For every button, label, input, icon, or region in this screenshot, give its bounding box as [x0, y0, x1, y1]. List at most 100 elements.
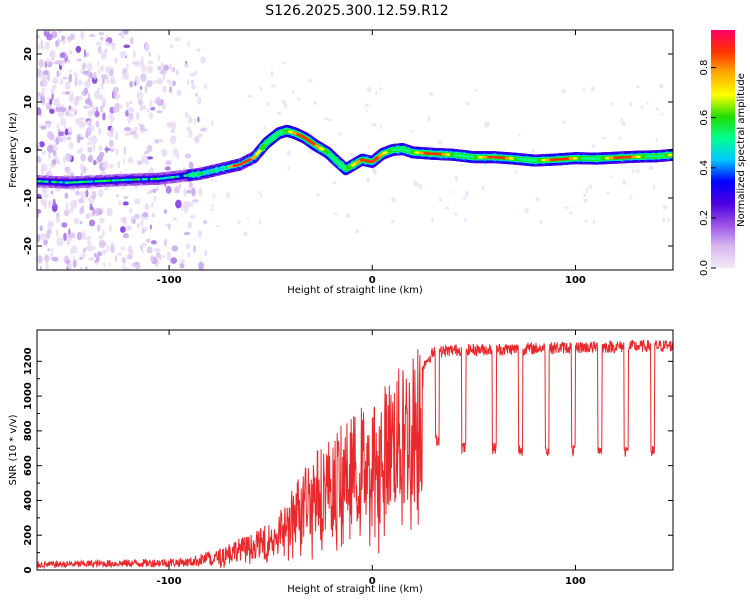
noise-blob	[190, 84, 196, 90]
noise-blob	[61, 222, 68, 228]
y-tick-label: 600	[23, 455, 34, 476]
noise-blob	[87, 155, 94, 163]
noise-blob	[183, 63, 189, 68]
noise-blob	[188, 129, 193, 139]
noise-blob	[44, 60, 47, 69]
noise-blob	[108, 262, 111, 267]
noise-blob	[52, 84, 57, 90]
noise-blob	[156, 251, 161, 259]
noise-blob	[159, 69, 167, 75]
noise-blob	[69, 207, 74, 214]
noise-blob	[189, 72, 196, 77]
noise-blob	[143, 150, 149, 155]
noise-blob	[160, 62, 165, 71]
noise-blob	[126, 63, 129, 71]
noise-blob	[41, 150, 47, 156]
ridge-segment	[176, 175, 180, 178]
noise-blob	[648, 165, 653, 170]
noise-blob	[140, 244, 143, 251]
noise-blob	[116, 194, 119, 198]
noise-blob	[112, 105, 120, 113]
noise-blob	[257, 190, 261, 193]
noise-blob	[629, 195, 632, 200]
ridge-segment	[80, 180, 85, 184]
ridge-segment	[94, 180, 98, 183]
noise-blob	[54, 97, 60, 104]
noise-blob	[148, 51, 151, 57]
noise-blob	[40, 39, 43, 49]
noise-blob	[391, 197, 396, 203]
noise-blob	[46, 57, 50, 67]
noise-blob	[191, 79, 194, 85]
noise-blob	[123, 158, 126, 164]
noise-blob	[175, 199, 182, 209]
ridge-segment	[45, 180, 49, 183]
noise-blob	[170, 257, 178, 264]
noise-blob	[67, 262, 73, 270]
noise-blob	[189, 179, 193, 188]
noise-blob	[132, 50, 136, 59]
noise-blob	[484, 121, 489, 128]
noise-blob	[120, 246, 126, 251]
noise-blob	[40, 125, 47, 130]
noise-blob	[154, 139, 160, 144]
noise-blob	[129, 100, 133, 105]
colorbar-fill	[711, 30, 735, 268]
noise-blob	[166, 122, 174, 128]
noise-blob	[96, 155, 103, 163]
noise-blob	[590, 86, 595, 92]
noise-blob	[68, 39, 71, 44]
noise-blob	[568, 211, 574, 215]
noise-blob	[85, 245, 90, 251]
noise-blob	[108, 113, 114, 120]
snr-frame	[36, 329, 674, 571]
noise-blob	[140, 55, 144, 64]
noise-blob	[90, 124, 95, 132]
noise-blob	[183, 232, 191, 236]
noise-blob	[348, 152, 354, 157]
noise-blob	[120, 226, 126, 233]
noise-blob	[122, 216, 127, 226]
noise-blob	[47, 152, 52, 160]
noise-blob	[41, 87, 45, 96]
noise-blob	[99, 65, 104, 72]
noise-blob	[64, 80, 71, 90]
colorbar: 0.0 0.2 0.4 0.6 0.8 Normalized spectral ampl…	[699, 30, 747, 276]
noise-blob	[203, 84, 207, 90]
noise-blob	[80, 221, 83, 225]
noise-blob	[78, 198, 83, 203]
noise-blob	[87, 235, 92, 241]
noise-blob	[37, 194, 42, 199]
noise-blob	[156, 110, 163, 114]
noise-blob	[124, 132, 131, 137]
noise-blob	[40, 94, 45, 103]
noise-blob	[58, 131, 65, 137]
noise-blob	[100, 36, 104, 41]
noise-blob	[454, 175, 458, 182]
noise-blob	[156, 78, 163, 85]
noise-blob	[126, 226, 133, 231]
noise-blob	[82, 70, 89, 75]
noise-blob	[611, 102, 615, 106]
noise-blob	[307, 79, 312, 83]
noise-blob	[197, 96, 202, 105]
noise-blob	[61, 35, 66, 40]
noise-blob	[431, 217, 435, 223]
noise-blob	[179, 262, 185, 269]
noise-blob	[53, 138, 57, 143]
noise-blob	[86, 80, 90, 89]
colorbar-tick-label: 0.2	[699, 210, 710, 226]
noise-blob	[158, 138, 164, 143]
noise-blob	[169, 44, 174, 49]
noise-blob	[172, 80, 176, 87]
noise-blob	[123, 44, 131, 49]
snr-y-label: SNR (10 * v/v)	[8, 414, 19, 485]
noise-blob	[618, 136, 622, 140]
noise-blob	[198, 187, 203, 197]
noise-blob	[102, 112, 106, 121]
noise-blob	[259, 86, 263, 91]
noise-blob	[328, 118, 333, 122]
noise-blob	[43, 200, 47, 210]
noise-blob	[67, 59, 70, 64]
y-tick-label: 400	[23, 490, 34, 511]
